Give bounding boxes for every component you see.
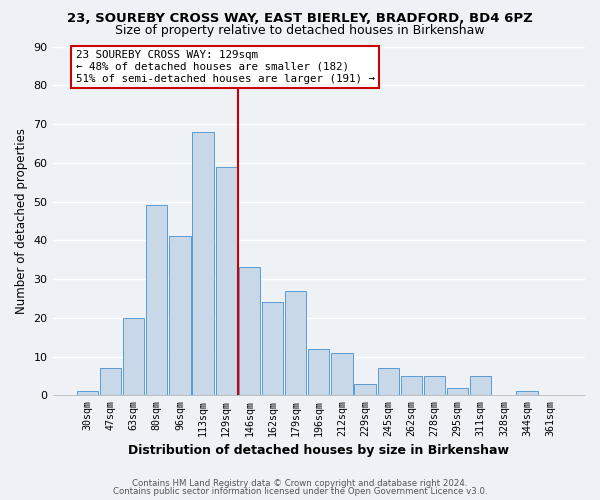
Bar: [215, 166, 237, 396]
Bar: [517, 392, 538, 396]
Bar: [146, 206, 167, 396]
Bar: [355, 384, 376, 396]
Y-axis label: Number of detached properties: Number of detached properties: [15, 128, 28, 314]
Bar: [285, 290, 306, 396]
Bar: [169, 236, 191, 396]
Bar: [123, 318, 145, 396]
Bar: [308, 349, 329, 396]
Bar: [77, 392, 98, 396]
X-axis label: Distribution of detached houses by size in Birkenshaw: Distribution of detached houses by size …: [128, 444, 509, 458]
Bar: [447, 388, 468, 396]
Bar: [401, 376, 422, 396]
Text: 23 SOUREBY CROSS WAY: 129sqm
← 48% of detached houses are smaller (182)
51% of s: 23 SOUREBY CROSS WAY: 129sqm ← 48% of de…: [76, 50, 375, 84]
Bar: [100, 368, 121, 396]
Bar: [377, 368, 399, 396]
Text: 23, SOUREBY CROSS WAY, EAST BIERLEY, BRADFORD, BD4 6PZ: 23, SOUREBY CROSS WAY, EAST BIERLEY, BRA…: [67, 12, 533, 26]
Bar: [193, 132, 214, 396]
Bar: [262, 302, 283, 396]
Text: Contains HM Land Registry data © Crown copyright and database right 2024.: Contains HM Land Registry data © Crown c…: [132, 478, 468, 488]
Bar: [239, 268, 260, 396]
Bar: [331, 352, 353, 396]
Bar: [424, 376, 445, 396]
Text: Size of property relative to detached houses in Birkenshaw: Size of property relative to detached ho…: [115, 24, 485, 37]
Bar: [470, 376, 491, 396]
Text: Contains public sector information licensed under the Open Government Licence v3: Contains public sector information licen…: [113, 487, 487, 496]
